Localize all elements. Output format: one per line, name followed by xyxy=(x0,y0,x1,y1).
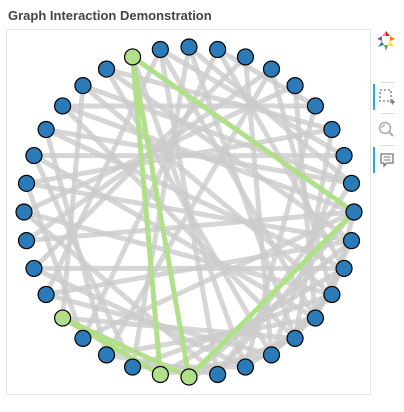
graph-node[interactable] xyxy=(74,77,92,95)
graph-node-selected[interactable] xyxy=(151,365,169,384)
graph-node[interactable] xyxy=(286,77,304,95)
graph-edge xyxy=(80,48,220,340)
highlighted-graph-edge xyxy=(131,54,356,215)
graph-node[interactable] xyxy=(97,346,116,364)
bokeh-logo-icon[interactable] xyxy=(373,28,399,54)
graph-node[interactable] xyxy=(17,174,36,192)
graph-edge xyxy=(105,66,333,132)
graph-edge xyxy=(216,47,317,109)
highlighted-graph-edge xyxy=(130,56,192,378)
plot-toolbar xyxy=(373,28,399,178)
graph-node[interactable] xyxy=(97,60,116,78)
graph-node[interactable] xyxy=(151,40,169,59)
wheel-zoom-button[interactable] xyxy=(373,116,399,142)
box-select-button[interactable] xyxy=(373,84,399,110)
box-select-icon xyxy=(379,89,395,105)
graph-node[interactable] xyxy=(262,60,281,78)
hover-button[interactable] xyxy=(373,147,399,173)
graph-node[interactable] xyxy=(180,38,198,56)
graph-node[interactable] xyxy=(306,309,324,327)
highlighted-graph-edge xyxy=(187,210,356,379)
toolbar-separator xyxy=(381,82,395,83)
graph-node[interactable] xyxy=(74,329,92,347)
graph-node-selected[interactable] xyxy=(180,368,198,386)
graph-edge xyxy=(292,85,318,319)
graph-edge xyxy=(60,85,86,319)
highlighted-edges-layer xyxy=(61,54,356,380)
graph-node[interactable] xyxy=(17,232,36,250)
graph-node[interactable] xyxy=(345,203,363,221)
graph-edge xyxy=(81,83,334,297)
toolbar-separator xyxy=(381,145,395,146)
graph-node[interactable] xyxy=(286,329,304,347)
graph-node[interactable] xyxy=(54,97,72,115)
graph-node[interactable] xyxy=(37,285,55,304)
graph-node[interactable] xyxy=(335,146,353,165)
graph-edge xyxy=(187,45,354,186)
graph-edge xyxy=(82,83,353,186)
highlighted-graph-edge xyxy=(130,56,163,375)
hover-icon xyxy=(380,153,394,168)
graph-node-selected[interactable] xyxy=(54,309,72,327)
graph-node[interactable] xyxy=(262,346,281,364)
graph-node[interactable] xyxy=(342,174,361,192)
graph-edge xyxy=(243,105,318,368)
plot-title: Graph Interaction Demonstration xyxy=(8,8,212,23)
graph-edge xyxy=(43,128,109,356)
graph-node[interactable] xyxy=(323,285,341,304)
graph-node[interactable] xyxy=(209,40,227,59)
graph-node[interactable] xyxy=(342,232,361,250)
graph-node[interactable] xyxy=(123,358,142,376)
graph-node[interactable] xyxy=(323,120,341,139)
graph-node[interactable] xyxy=(306,97,324,115)
graph-edge xyxy=(104,67,274,357)
graph-node[interactable] xyxy=(236,358,255,376)
graph-node[interactable] xyxy=(209,365,227,384)
graph-node[interactable] xyxy=(25,259,43,278)
graph-node[interactable] xyxy=(236,48,255,66)
wheel-zoom-icon xyxy=(378,121,394,137)
graph-node[interactable] xyxy=(335,259,353,278)
graph-node[interactable] xyxy=(25,146,43,165)
graph-node[interactable] xyxy=(15,203,33,221)
nodes-layer[interactable] xyxy=(15,38,363,386)
graph-node[interactable] xyxy=(37,120,55,139)
toolbar-separator xyxy=(381,113,395,114)
highlighted-graph-edge xyxy=(61,315,162,377)
graph-edge xyxy=(60,104,297,341)
graph-node-selected[interactable] xyxy=(123,48,142,66)
